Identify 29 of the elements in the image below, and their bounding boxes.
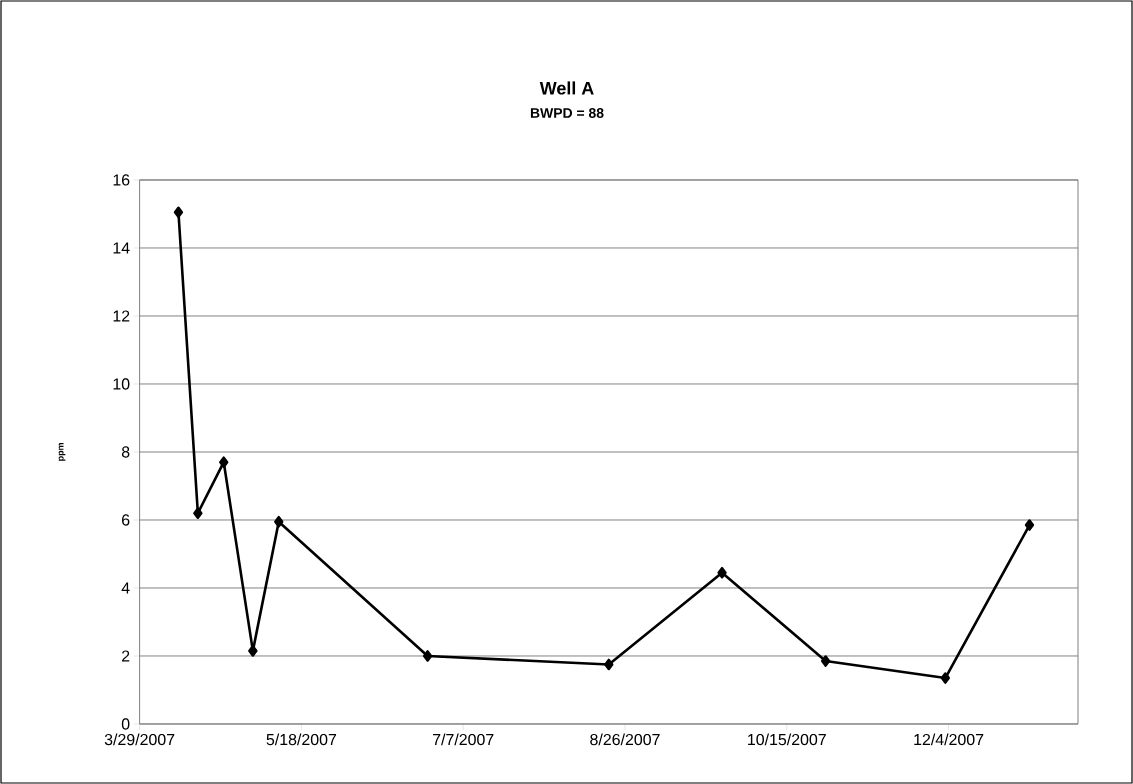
y-tick-label: 0 — [121, 718, 130, 730]
point — [274, 515, 284, 528]
y-tick-label: 16 — [113, 174, 130, 186]
chart-title: Well A — [539, 81, 594, 95]
point — [820, 655, 831, 667]
point — [422, 650, 433, 662]
point — [940, 672, 951, 684]
y-tick-label: 14 — [113, 242, 130, 254]
point — [1024, 519, 1035, 531]
point — [193, 507, 203, 519]
x-tick-label: 12/4/2007 — [914, 733, 984, 746]
y-tick-label: 8 — [121, 446, 130, 458]
point — [173, 206, 184, 219]
y-tick-label: 10 — [113, 378, 130, 390]
point — [248, 645, 258, 657]
x-tick-label: 3/29/2007 — [104, 733, 175, 746]
x-tick-label: 8/26/2007 — [590, 733, 660, 746]
y-tick-label: 6 — [122, 514, 130, 526]
chart-subtitle: BWPD = 88 — [530, 108, 604, 118]
point — [717, 566, 727, 579]
y-axis-title: ppm — [58, 443, 66, 461]
x-tick-label: 10/15/2007 — [748, 733, 826, 746]
x-tick-label: 5/18/2007 — [266, 733, 337, 746]
y-tick-label: 4 — [121, 582, 130, 594]
point — [219, 456, 229, 468]
y-tick-label: 2 — [122, 650, 130, 662]
y-tick-label: 12 — [113, 310, 130, 322]
point — [604, 658, 614, 671]
x-tick-label: 7/7/2007 — [432, 733, 494, 746]
